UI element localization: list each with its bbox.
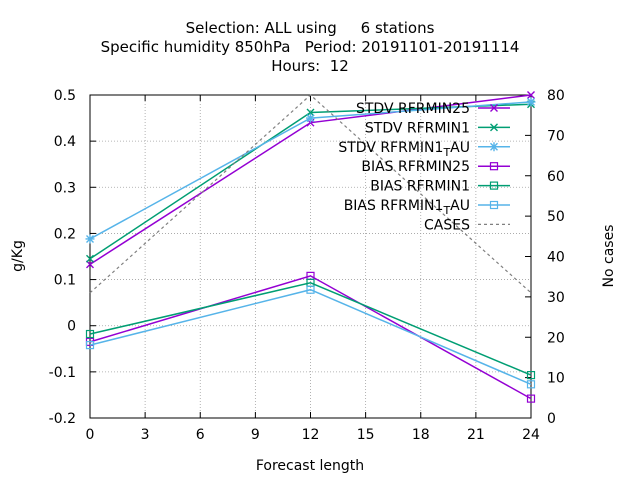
- legend-label: STDV RFRMIN1TAU: [338, 140, 470, 159]
- legend-item: BIAS RFRMIN1TAU: [344, 198, 510, 217]
- legend-item: CASES: [424, 217, 510, 233]
- legend-label: STDV RFRMIN25: [356, 101, 470, 117]
- series-line: [89, 282, 532, 376]
- x-tick-label: 12: [302, 427, 320, 443]
- y-tick-label: 0.1: [54, 273, 76, 289]
- data-point: [85, 234, 95, 244]
- x-tick-label: 0: [86, 427, 95, 443]
- data-point: [527, 91, 535, 99]
- legend-label: CASES: [424, 217, 470, 233]
- legend-label-subscript: T: [442, 146, 450, 159]
- series-line: [89, 288, 532, 386]
- data-point: [526, 394, 536, 403]
- y2-axis-label: No cases: [601, 225, 617, 288]
- y2-tick-label: 10: [547, 371, 565, 387]
- y2-tick-label: 40: [547, 250, 565, 266]
- y-tick-label: 0.2: [54, 226, 76, 242]
- x-axis: 0 3 6 9 12 15 18 21 24: [86, 95, 540, 443]
- series-6: [89, 94, 532, 294]
- legend-marker: [489, 162, 499, 171]
- legend-item: BIAS RFRMIN1: [370, 179, 510, 195]
- legend-marker: [490, 123, 498, 132]
- x-axis-label: Forecast length: [256, 458, 364, 474]
- title-line-1: Selection: ALL using 6 stations: [186, 19, 435, 37]
- legend-item: STDV RFRMIN25: [356, 101, 510, 117]
- legend-marker: [489, 200, 499, 210]
- legend-label: BIAS RFRMIN1TAU: [344, 198, 470, 217]
- y-tick-label: 0: [67, 319, 76, 335]
- legend-marker: [489, 181, 499, 190]
- data-point: [526, 97, 536, 107]
- legend: STDV RFRMIN25 STDV RFRMIN1 STDV RFRMIN1TAU…: [338, 101, 510, 233]
- y2-tick-label: 70: [547, 128, 565, 144]
- title-line-3: Hours: 12: [271, 57, 349, 75]
- legend-item: STDV RFRMIN1: [365, 120, 510, 136]
- y-tick-label: 0.3: [54, 180, 76, 196]
- x-tick-label: 18: [412, 427, 430, 443]
- legend-label: STDV RFRMIN1: [365, 120, 470, 136]
- series-group: [85, 91, 536, 403]
- legend-label-tail: AU: [450, 140, 470, 156]
- data-point: [526, 370, 536, 380]
- x-tick-label: 24: [522, 427, 540, 443]
- series-3: [85, 271, 536, 403]
- data-point: [306, 113, 315, 123]
- chart-title: Selection: ALL using 6 stations Specific…: [101, 19, 520, 75]
- y2-tick-label: 0: [547, 411, 556, 427]
- series-2: [85, 97, 536, 244]
- legend-marker: [490, 104, 498, 112]
- data-point: [526, 380, 536, 389]
- series-line: [89, 94, 532, 294]
- y2-tick-label: 20: [547, 330, 565, 346]
- legend-marker: [489, 142, 499, 152]
- title-line-2: Specific humidity 850hPa Period: 2019110…: [101, 38, 520, 56]
- data-point: [306, 285, 315, 294]
- legend-label: BIAS RFRMIN1: [370, 179, 470, 195]
- legend-label-subscript: T: [442, 204, 450, 217]
- y-axis: -0.2 -0.1 0 0.1 0.2 0.3 0.4 0.5: [49, 88, 96, 427]
- x-tick-label: 6: [196, 427, 205, 443]
- legend-label: BIAS RFRMIN25: [361, 159, 470, 175]
- y-axis-label: g/Kg: [10, 240, 26, 272]
- y-tick-label: -0.2: [49, 411, 76, 427]
- y-tick-label: -0.1: [49, 365, 76, 381]
- y2-tick-label: 80: [547, 88, 565, 104]
- x-tick-label: 9: [251, 427, 260, 443]
- series-4: [85, 278, 536, 380]
- data-point: [85, 340, 95, 350]
- series-5: [85, 285, 536, 389]
- legend-label-tail: AU: [450, 198, 470, 214]
- series-line: [89, 275, 532, 400]
- x-tick-label: 21: [467, 427, 485, 443]
- y2-tick-label: 50: [547, 209, 565, 225]
- legend-item: STDV RFRMIN1TAU: [338, 140, 510, 159]
- x-tick-label: 3: [141, 427, 150, 443]
- y2-tick-label: 30: [547, 290, 565, 306]
- x-tick-label: 15: [357, 427, 375, 443]
- legend-item: BIAS RFRMIN25: [361, 159, 510, 175]
- y-tick-label: 0.5: [54, 88, 76, 104]
- y-tick-label: 0.4: [54, 134, 76, 150]
- data-point: [86, 254, 94, 263]
- y2-axis: 0 10 20 30 40 50 60 70 80: [525, 88, 565, 427]
- data-point: [85, 329, 95, 339]
- y2-tick-label: 60: [547, 169, 565, 185]
